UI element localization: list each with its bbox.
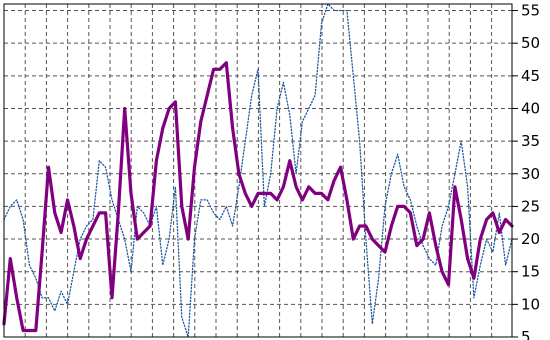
y-axis: 5 10 15 20 25 30 35 40 45 50 55	[512, 2, 540, 340]
y-tick-label: 5	[521, 328, 531, 340]
y-tick-label: 40	[521, 99, 540, 117]
y-tick-label: 10	[521, 295, 540, 313]
grid	[4, 4, 512, 338]
plot-frame	[3, 3, 513, 338]
plot-border	[3, 3, 513, 338]
y-tick-label: 30	[521, 165, 540, 183]
y-tick-label: 20	[521, 230, 540, 248]
y-tick-label: 55	[521, 2, 540, 20]
y-tick-label: 35	[521, 132, 540, 150]
y-tick-label: 45	[521, 67, 540, 85]
series-1-line	[2, 61, 514, 333]
y-tick-label: 15	[521, 263, 540, 281]
y-tick-label: 25	[521, 197, 540, 215]
series-2-line	[3, 3, 513, 338]
y-tick-label: 50	[521, 34, 540, 52]
series-group	[2, 3, 514, 338]
